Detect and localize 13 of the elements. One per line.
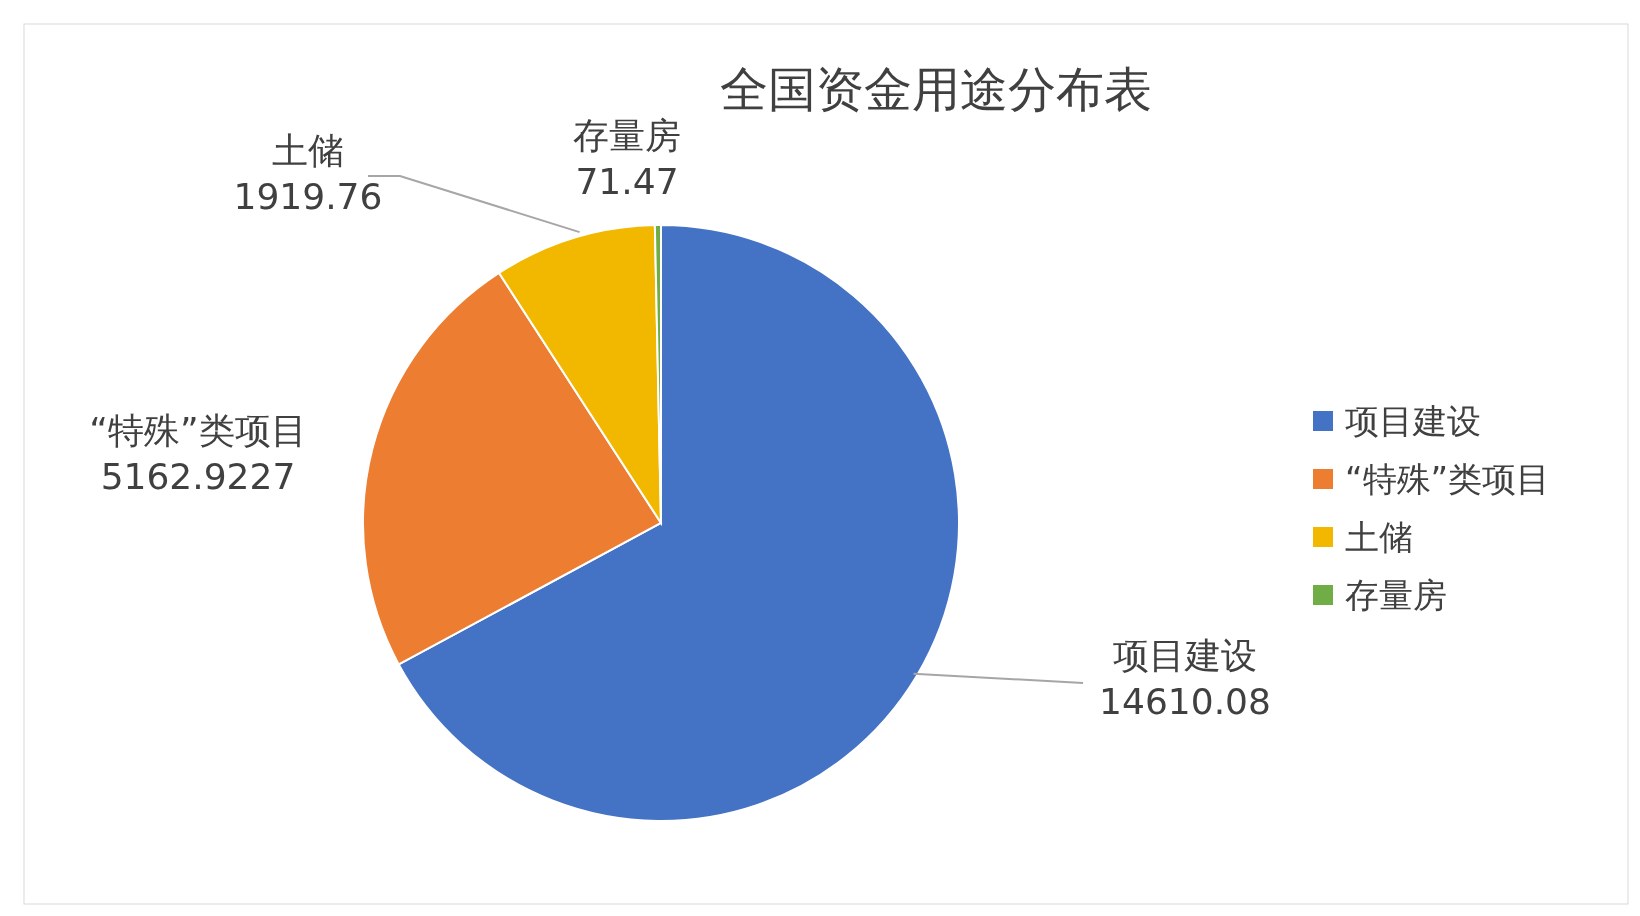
slice-label: 项目建设 [1113, 635, 1257, 676]
legend-label: “特殊”类项目 [1345, 459, 1551, 499]
legend-label: 土储 [1345, 517, 1413, 557]
legend-label: 存量房 [1345, 575, 1447, 615]
data-label: 14610.08 [1099, 681, 1271, 722]
slice-label: 土储 [272, 130, 344, 171]
legend-label: 项目建设 [1345, 401, 1481, 441]
data-label: 5162.9227 [100, 456, 296, 497]
data-label: 71.47 [575, 161, 679, 202]
chart-title: 全国资金用途分布表 [720, 61, 1152, 117]
slice-label: “特殊”类项目 [89, 410, 307, 451]
data-label: 1919.76 [233, 176, 383, 217]
slice-label: 存量房 [573, 115, 681, 156]
